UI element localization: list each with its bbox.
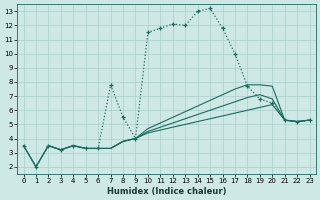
X-axis label: Humidex (Indice chaleur): Humidex (Indice chaleur) (107, 187, 226, 196)
